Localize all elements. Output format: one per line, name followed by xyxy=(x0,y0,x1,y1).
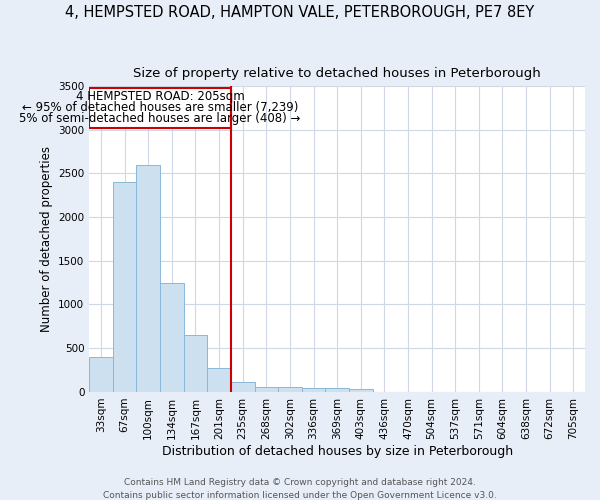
Text: 4, HEMPSTED ROAD, HAMPTON VALE, PETERBOROUGH, PE7 8EY: 4, HEMPSTED ROAD, HAMPTON VALE, PETERBOR… xyxy=(65,5,535,20)
Text: ← 95% of detached houses are smaller (7,239): ← 95% of detached houses are smaller (7,… xyxy=(22,101,298,114)
Bar xyxy=(113,182,136,392)
Bar xyxy=(207,368,231,392)
X-axis label: Distribution of detached houses by size in Peterborough: Distribution of detached houses by size … xyxy=(161,444,512,458)
Text: 4 HEMPSTED ROAD: 205sqm: 4 HEMPSTED ROAD: 205sqm xyxy=(76,90,244,103)
Bar xyxy=(184,335,207,392)
Bar xyxy=(278,387,302,392)
Bar xyxy=(136,164,160,392)
Bar xyxy=(89,357,113,392)
Title: Size of property relative to detached houses in Peterborough: Size of property relative to detached ho… xyxy=(133,68,541,80)
Bar xyxy=(302,388,325,392)
FancyBboxPatch shape xyxy=(89,88,231,128)
Bar xyxy=(231,382,254,392)
Text: Contains HM Land Registry data © Crown copyright and database right 2024.
Contai: Contains HM Land Registry data © Crown c… xyxy=(103,478,497,500)
Bar xyxy=(254,387,278,392)
Y-axis label: Number of detached properties: Number of detached properties xyxy=(40,146,53,332)
Bar xyxy=(349,389,373,392)
Text: 5% of semi-detached houses are larger (408) →: 5% of semi-detached houses are larger (4… xyxy=(19,112,301,126)
Bar xyxy=(325,388,349,392)
Bar xyxy=(160,282,184,392)
